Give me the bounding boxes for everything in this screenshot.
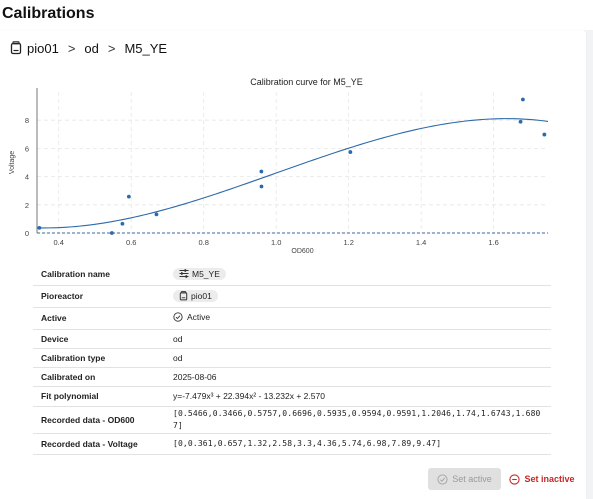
calibration-details-table: Calibration name M5_YE Pioreactor pio01 Acti… [33,263,551,455]
detail-value: [0,0.361,0.657,1.32,2.58,3.3,4.36,5.74,6… [173,438,442,448]
x-axis-label: OD600 [291,248,313,255]
detail-value: [0.5466,0.3466,0.5757,0.6696,0.5935,0.95… [173,408,541,430]
detail-value-cell: y=-7.479x³ + 22.394x² - 13.232x + 2.570 [165,386,551,407]
check-circle-icon [173,312,183,322]
y-tick-label: 4 [25,173,29,182]
detail-value-cell: 2025-08-06 [165,367,551,387]
y-tick-label: 0 [25,229,29,238]
chart-svg: Calibration curve for M5_YE 0 2 4 6 8 0.4 0.6 0.… [9,77,549,255]
set-active-label: Set active [452,474,492,484]
detail-value-cell: od [165,329,551,349]
detail-row: Recorded data - OD600 [0.5466,0.3466,0.57… [33,406,551,434]
x-tick-label: 0.8 [198,238,208,247]
set-inactive-label: Set inactive [524,474,575,484]
detail-key: Recorded data - OD600 [33,406,165,434]
detail-key: Pioreactor [33,285,165,308]
x-tick-label: 1.6 [488,238,498,247]
pioreactor-icon [179,290,188,300]
detail-row: Pioreactor pio01 [33,285,551,308]
detail-row: Calibration type od [33,348,551,368]
detail-value: od [173,352,183,363]
x-tick-label: 1.2 [343,238,353,247]
detail-key: Fit polynomial [33,386,165,407]
detail-value-cell: M5_YE [165,263,551,286]
detail-key: Device [33,329,165,349]
data-point [542,132,547,137]
detail-key: Calibrated on [33,367,165,387]
detail-row: Calibration name M5_YE [33,263,551,286]
detail-value-cell: od [165,348,551,368]
data-point [518,119,523,124]
check-circle-icon [437,473,448,485]
data-point [109,231,114,235]
pioreactor-icon [10,41,22,55]
breadcrumb-unit[interactable]: pio01 [10,41,59,56]
data-point [154,212,159,217]
detail-value: od [173,333,183,344]
set-active-button[interactable]: Set active [428,468,501,490]
y-tick-label: 8 [25,116,29,125]
detail-row: Calibrated on 2025-08-06 [33,367,551,387]
chip-label: pio01 [191,290,212,301]
status-label: Active [187,312,211,322]
chart-title: Calibration curve for M5_YE [250,77,363,87]
detail-key: Active [33,307,165,330]
detail-value-cell: [0.5466,0.3466,0.5757,0.6696,0.5935,0.95… [165,406,551,434]
breadcrumb-calibration: M5_YE [124,40,168,56]
detail-row: Device od [33,329,551,349]
chip-label: M5_YE [192,268,220,279]
detail-row: Recorded data - Voltage [0,0.361,0.657,1.… [33,433,551,455]
x-tick-label: 1.4 [416,238,426,247]
detail-value-cell: Active [165,307,551,330]
data-point [520,97,525,102]
detail-key: Calibration name [33,263,165,286]
set-inactive-button[interactable]: Set inactive [506,468,578,490]
breadcrumb: pio01 > od > M5_YE [10,39,167,57]
active-status: Active [173,312,210,322]
detail-key: Recorded data - Voltage [33,433,165,455]
breadcrumb-unit-label: pio01 [27,40,59,56]
detail-key: Calibration type [33,348,165,368]
detail-value-cell: [0,0.361,0.657,1.32,2.58,3.3,4.36,5.74,6… [165,433,551,455]
detail-value-cell: pio01 [165,285,551,308]
calibration-name-chip[interactable]: M5_YE [173,267,226,280]
sliders-icon [179,269,189,278]
calibration-chart: Calibration curve for M5_YE 0 2 4 6 8 0.4 0.6 0.… [0,70,586,260]
page-title: Calibrations [2,5,95,22]
breadcrumb-device[interactable]: od [84,40,99,56]
detail-row: Active Active [33,307,551,330]
data-point [259,169,264,174]
data-point [259,184,264,189]
data-point [348,150,353,154]
y-axis-label: Voltage [9,151,16,174]
minus-circle-icon [509,473,521,485]
detail-value: 2025-08-06 [173,371,217,382]
top-bar: Calibrations [0,0,593,30]
y-tick-label: 2 [25,201,29,210]
fit-curve-line [36,118,549,229]
detail-value: y=-7.479x³ + 22.394x² - 13.232x + 2.570 [173,391,325,401]
x-tick-label: 1.0 [271,238,281,247]
data-point [120,221,125,226]
x-tick-label: 0.4 [54,238,64,247]
chevron-right-icon: > [67,40,76,56]
data-point [126,194,131,199]
data-point [37,226,42,230]
chevron-right-icon: > [107,40,116,56]
pioreactor-chip[interactable]: pio01 [173,289,218,302]
x-tick-label: 0.6 [126,238,136,247]
detail-row: Fit polynomial y=-7.479x³ + 22.394x² - 13… [33,386,551,407]
y-tick-label: 6 [25,144,29,153]
